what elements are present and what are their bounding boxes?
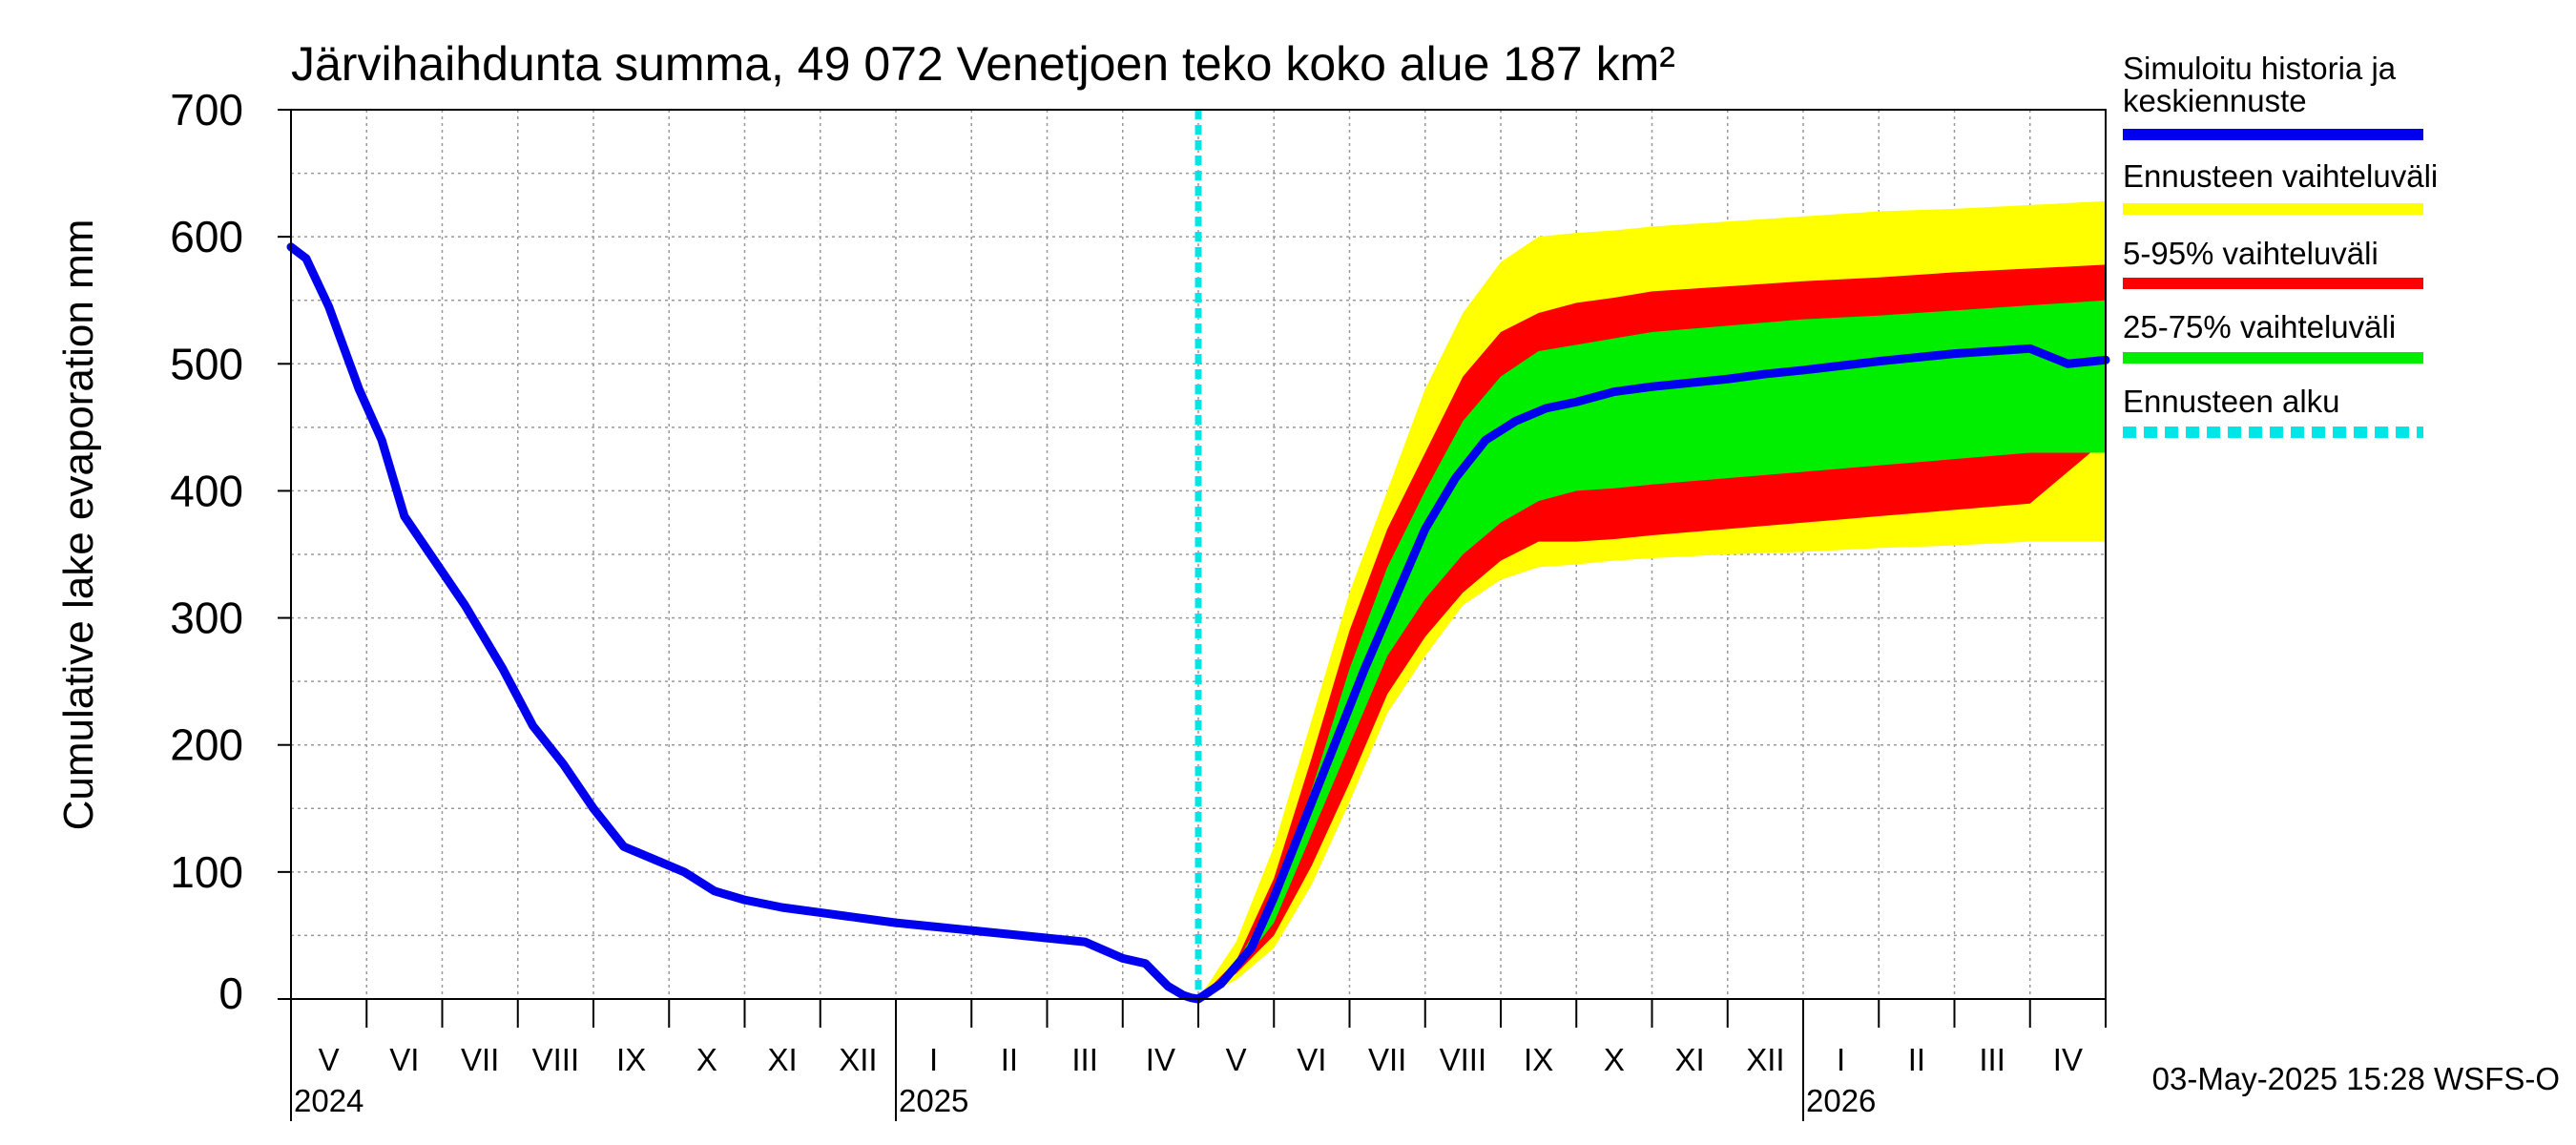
month-label: V bbox=[1226, 1042, 1247, 1077]
x-axis-ticks: V VI VII VIII IX X XI XII I II III IV V VI VII VIII IX X X… bbox=[290, 999, 2107, 1121]
legend-label: 5-95% vaihteluväli bbox=[2123, 236, 2379, 271]
month-label: VIII bbox=[1440, 1042, 1487, 1077]
legend-label: Ennusteen vaihteluväli bbox=[2123, 158, 2438, 194]
y-tick-label: 400 bbox=[170, 466, 243, 515]
legend-label-line: Simuloitu historia ja bbox=[2123, 51, 2397, 86]
y-axis-ticks: 0 100 200 300 400 500 600 700 bbox=[170, 85, 291, 1018]
month-label: XI bbox=[768, 1042, 798, 1077]
month-label: XII bbox=[1746, 1042, 1784, 1077]
y-axis-label: Cumulative lake evaporation mm bbox=[55, 219, 102, 831]
y-tick-label: 300 bbox=[170, 593, 243, 643]
year-label: 2026 bbox=[1806, 1083, 1876, 1118]
month-label: IX bbox=[1524, 1042, 1553, 1077]
month-label: VII bbox=[1368, 1042, 1406, 1077]
y-tick-label: 600 bbox=[170, 212, 243, 261]
legend-label: Simuloitu historia ja keskiennuste bbox=[2123, 51, 2397, 118]
year-label: 2025 bbox=[899, 1083, 968, 1118]
legend-label: 25-75% vaihteluväli bbox=[2123, 309, 2396, 344]
month-label: IX bbox=[616, 1042, 646, 1077]
y-tick-label: 700 bbox=[170, 85, 243, 135]
band-25-75 bbox=[1198, 300, 2106, 999]
month-label: XI bbox=[1675, 1042, 1705, 1077]
month-label: VIII bbox=[532, 1042, 580, 1077]
month-label: IV bbox=[2053, 1042, 2083, 1077]
month-label: XII bbox=[839, 1042, 877, 1077]
chart-title: Järvihaihdunta summa, 49 072 Venetjoen t… bbox=[291, 37, 1675, 91]
timestamp-footer: 03-May-2025 15:28 WSFS-O bbox=[2152, 1061, 2560, 1096]
month-label: II bbox=[1001, 1042, 1018, 1077]
y-tick-label: 200 bbox=[170, 720, 243, 770]
month-label: II bbox=[1908, 1042, 1925, 1077]
forecast-bands bbox=[1198, 200, 2106, 999]
y-tick-label: 500 bbox=[170, 339, 243, 388]
month-label: V bbox=[319, 1042, 340, 1077]
y-tick-label: 0 bbox=[218, 968, 243, 1018]
month-label: I bbox=[1837, 1042, 1845, 1077]
month-label: X bbox=[696, 1042, 717, 1077]
y-tick-label: 100 bbox=[170, 847, 243, 897]
month-label: IV bbox=[1146, 1042, 1175, 1077]
legend: Simuloitu historia ja keskiennuste Ennuste… bbox=[2123, 51, 2438, 438]
month-label: VI bbox=[1297, 1042, 1326, 1077]
year-label: 2024 bbox=[294, 1083, 364, 1118]
month-label: X bbox=[1604, 1042, 1625, 1077]
legend-label-line: keskiennuste bbox=[2123, 83, 2307, 118]
month-label: VI bbox=[389, 1042, 419, 1077]
month-label: VII bbox=[461, 1042, 499, 1077]
month-label: III bbox=[1979, 1042, 2005, 1077]
history-median-line bbox=[286, 242, 2110, 1004]
month-label: III bbox=[1071, 1042, 1098, 1077]
legend-label: Ennusteen alku bbox=[2123, 384, 2340, 419]
month-label: I bbox=[929, 1042, 938, 1077]
